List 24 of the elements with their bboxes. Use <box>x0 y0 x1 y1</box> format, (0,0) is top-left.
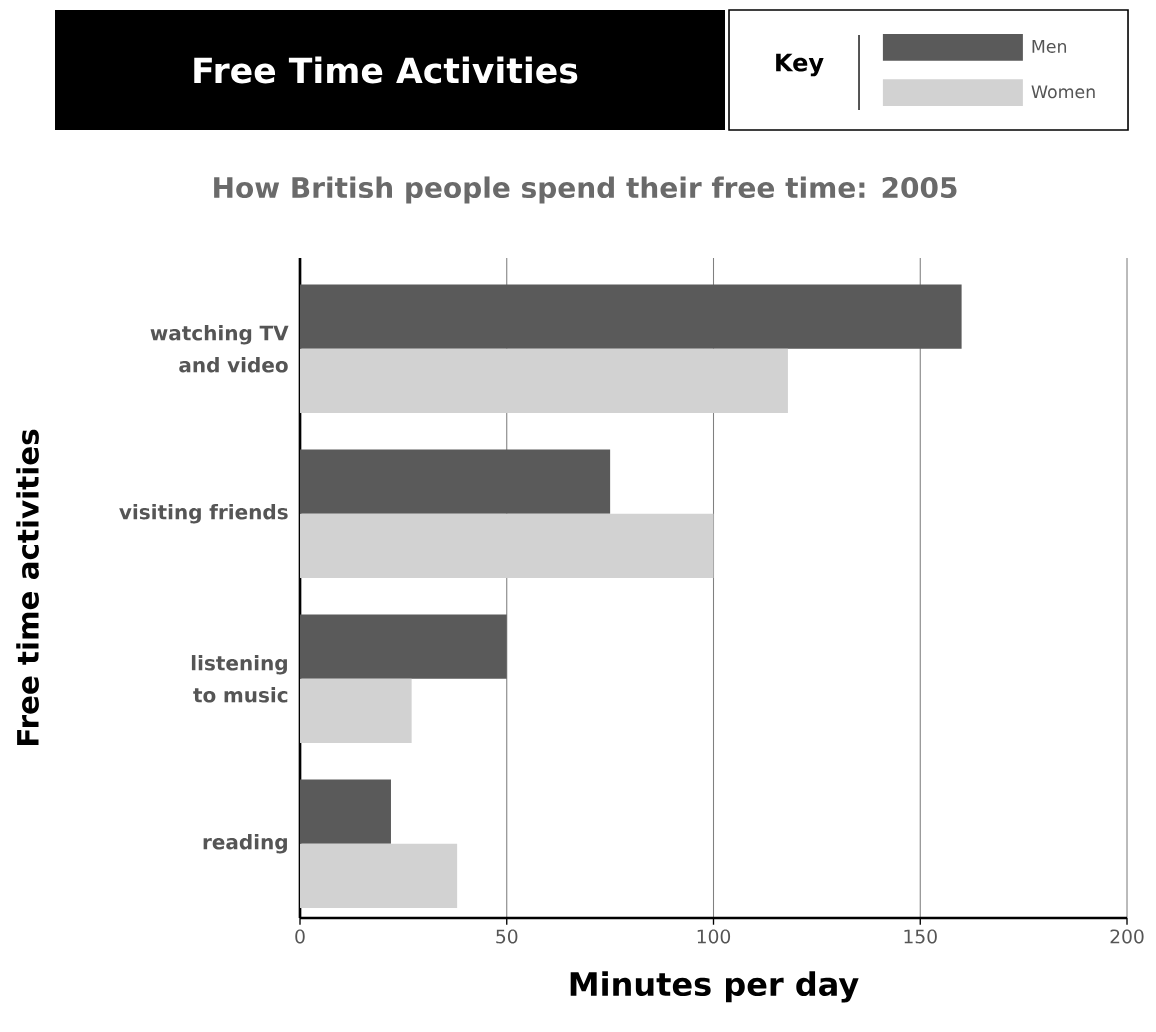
bar <box>300 284 962 349</box>
y-axis-title: Free time activities <box>16 429 39 745</box>
x-tick-label: 200 <box>1110 929 1144 944</box>
x-tick-label: 50 <box>496 929 518 944</box>
bar <box>300 348 788 414</box>
x-tick-label: 150 <box>904 929 937 944</box>
y-tick-label: listening to music <box>191 655 288 703</box>
y-tick-label: reading <box>203 834 287 854</box>
bar <box>300 614 507 679</box>
chart-title: Free Time Activities <box>194 56 578 84</box>
legend-title: Key <box>776 53 824 77</box>
x-axis-title: Minutes per day <box>570 971 859 1003</box>
y-tick-label: visiting friends <box>119 504 288 524</box>
bar <box>300 513 714 579</box>
bar <box>300 678 412 744</box>
bar <box>300 843 458 909</box>
x-tick-label: 100 <box>697 929 731 944</box>
y-tick-label: watching TV and video <box>150 325 289 373</box>
chart-subtitle: How British people spend their free time: 2005 <box>214 176 957 204</box>
bar <box>300 449 611 514</box>
bar <box>300 779 391 844</box>
x-tick-label: 0 <box>295 929 305 944</box>
text: Women <box>1031 85 1095 99</box>
text: Men <box>1032 40 1067 53</box>
